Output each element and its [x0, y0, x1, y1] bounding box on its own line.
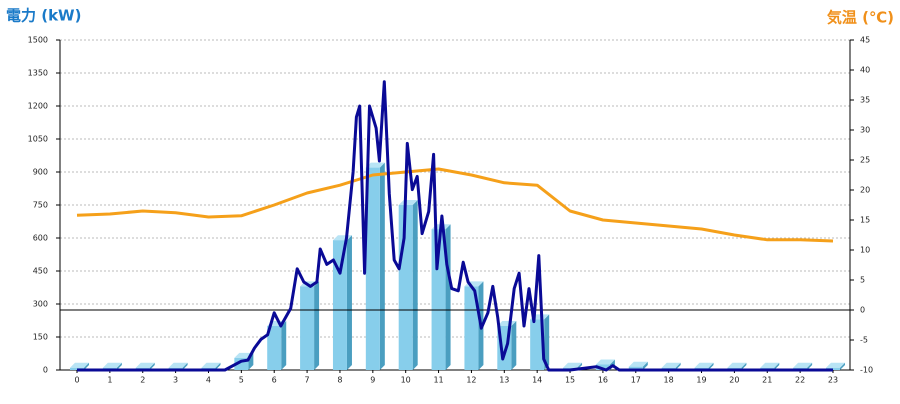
x-tick-label: 17: [631, 376, 641, 385]
y2-tick-label: 5: [860, 276, 865, 285]
bar-side: [807, 362, 813, 370]
x-tick-label: 2: [140, 376, 145, 385]
bar-side: [774, 362, 780, 370]
x-tick-label: 15: [565, 376, 575, 385]
bar-top: [694, 362, 714, 368]
y2-tick-label: 25: [860, 156, 870, 165]
bar-top: [102, 362, 122, 368]
x-tick-label: 6: [272, 376, 277, 385]
temperature-line: [76, 167, 834, 243]
y2-tick-label: 45: [860, 36, 870, 45]
bar-side: [182, 362, 188, 370]
bar-top: [826, 362, 845, 368]
bar-top: [760, 362, 780, 368]
x-tick-label: 9: [370, 376, 375, 385]
y-tick-label: 900: [33, 168, 48, 177]
y-tick-label: 150: [33, 333, 48, 342]
y2-tick-label: 20: [860, 186, 870, 195]
bar: [464, 286, 479, 370]
bar-side: [675, 362, 681, 370]
x-tick-label: 23: [828, 376, 838, 385]
x-tick-label: 1: [107, 376, 112, 385]
bar-top: [365, 162, 385, 168]
x-tick-label: 7: [305, 376, 310, 385]
y-tick-label: 600: [33, 234, 48, 243]
bar: [595, 364, 610, 370]
bar-side: [281, 321, 287, 370]
bar-top: [628, 361, 648, 367]
y2-tick-label: -5: [860, 336, 868, 345]
y2-tick-label: 40: [860, 66, 870, 75]
bar-side: [708, 362, 714, 370]
y-tick-label: 1500: [28, 36, 48, 45]
bar: [628, 366, 643, 370]
bar-side: [412, 200, 418, 370]
bar-top: [398, 200, 418, 205]
bar-side: [346, 235, 352, 370]
bar-top: [793, 362, 813, 368]
bar-side: [84, 362, 89, 370]
bar-top: [70, 362, 89, 368]
y-tick-label: 1350: [28, 69, 48, 78]
x-tick-label: 12: [466, 376, 476, 385]
y-tick-label: 1050: [28, 135, 48, 144]
bar: [267, 326, 282, 370]
power-line: [77, 80, 833, 372]
bar-top: [661, 362, 681, 368]
x-tick-label: 11: [433, 376, 443, 385]
y-tick-label: 0: [43, 366, 48, 375]
bar-top: [168, 362, 188, 368]
y2-axis-title: 気温 (℃): [827, 9, 894, 27]
x-tick-label: 18: [664, 376, 674, 385]
bar: [431, 229, 446, 370]
bar-side: [741, 362, 747, 370]
x-tick-label: 5: [239, 376, 244, 385]
bar: [530, 319, 545, 370]
bar-top: [595, 359, 615, 365]
x-tick-label: 0: [74, 376, 79, 385]
bar-side: [215, 362, 221, 370]
x-tick-label: 21: [762, 376, 772, 385]
bar-side: [840, 362, 845, 370]
x-tick-label: 4: [206, 376, 211, 385]
x-tick-label: 10: [401, 376, 411, 385]
bar-side: [314, 281, 320, 370]
x-tick-label: 19: [696, 376, 706, 385]
bar-top: [201, 362, 221, 368]
y2-tick-label: 15: [860, 216, 870, 225]
y-tick-label: 300: [33, 300, 48, 309]
x-tick-label: 20: [729, 376, 739, 385]
y-tick-label: 1200: [28, 102, 48, 111]
y2-tick-label: 0: [860, 306, 865, 315]
y2-tick-label: -10: [860, 366, 873, 375]
y-tick-label: 750: [33, 201, 48, 210]
bar-top: [563, 362, 583, 368]
y-tick-label: 450: [33, 267, 48, 276]
x-tick-label: 8: [337, 376, 342, 385]
bar: [300, 286, 315, 370]
bar: [332, 240, 347, 370]
plot-area: [60, 40, 850, 370]
bar-top: [727, 362, 747, 368]
y2-tick-label: 35: [860, 96, 870, 105]
bar-side: [544, 314, 550, 370]
bar: [365, 167, 380, 370]
y-axis-title: 電力 (kW): [6, 7, 81, 25]
y2-tick-label: 30: [860, 126, 870, 135]
bar-side: [149, 362, 155, 370]
x-tick-label: 22: [795, 376, 805, 385]
x-tick-label: 16: [598, 376, 608, 385]
bar-top: [135, 362, 155, 368]
x-tick-label: 14: [532, 376, 542, 385]
bar-side: [116, 362, 122, 370]
bar-side: [642, 361, 648, 370]
bar-side: [379, 162, 385, 370]
y2-tick-label: 10: [860, 246, 870, 255]
bar-side: [511, 321, 517, 370]
x-tick-label: 13: [499, 376, 509, 385]
x-tick-label: 3: [173, 376, 178, 385]
